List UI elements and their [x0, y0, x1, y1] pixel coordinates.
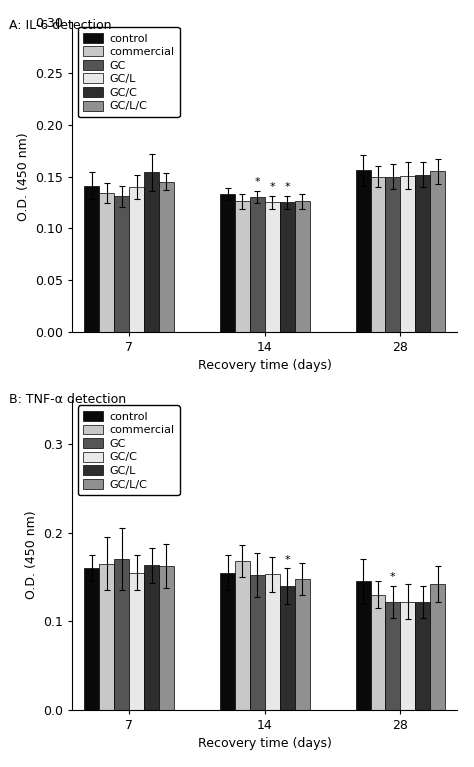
Bar	[401, 602, 415, 709]
Text: *: *	[284, 555, 290, 565]
Bar	[280, 586, 295, 709]
Bar	[280, 202, 295, 331]
Bar	[114, 196, 129, 331]
X-axis label: Recovery time (days): Recovery time (days)	[198, 359, 332, 372]
Text: *: *	[284, 182, 290, 192]
X-axis label: Recovery time (days): Recovery time (days)	[198, 737, 332, 750]
Bar	[159, 182, 174, 331]
Y-axis label: O.D. (450 nm): O.D. (450 nm)	[25, 511, 37, 599]
Bar	[159, 566, 174, 709]
Bar	[100, 564, 114, 709]
Y-axis label: O.D. (450 nm): O.D. (450 nm)	[17, 132, 30, 221]
Bar	[84, 186, 100, 331]
Bar	[235, 202, 250, 331]
Bar	[250, 575, 265, 709]
Bar	[385, 602, 401, 709]
Bar	[235, 561, 250, 709]
Text: *: *	[390, 572, 396, 582]
Text: *: *	[269, 182, 275, 192]
Bar	[356, 170, 371, 331]
Bar	[430, 172, 445, 331]
Bar	[371, 176, 385, 331]
Bar	[250, 197, 265, 331]
Text: A: IL-6 detection: A: IL-6 detection	[9, 19, 112, 32]
Bar	[129, 572, 144, 709]
Bar	[100, 193, 114, 331]
Bar	[371, 594, 385, 709]
Bar	[401, 176, 415, 331]
Bar	[295, 579, 310, 709]
Bar	[356, 581, 371, 709]
Bar	[415, 175, 430, 331]
Legend: control, commercial, GC, GC/L, GC/C, GC/L/C: control, commercial, GC, GC/L, GC/C, GC/…	[78, 27, 180, 117]
Bar	[265, 574, 280, 709]
Bar	[415, 602, 430, 709]
Bar	[385, 176, 401, 331]
Text: *: *	[255, 177, 260, 187]
Bar	[114, 559, 129, 709]
Bar	[144, 565, 159, 709]
Bar	[430, 584, 445, 709]
Bar	[144, 173, 159, 331]
Bar	[220, 194, 235, 331]
Bar	[295, 202, 310, 331]
Legend: control, commercial, GC, GC/C, GC/L, GC/L/C: control, commercial, GC, GC/C, GC/L, GC/…	[78, 406, 180, 495]
Bar	[129, 187, 144, 331]
Text: B: TNF-α detection: B: TNF-α detection	[9, 393, 127, 406]
Bar	[220, 572, 235, 709]
Bar	[84, 568, 100, 709]
Bar	[265, 202, 280, 331]
